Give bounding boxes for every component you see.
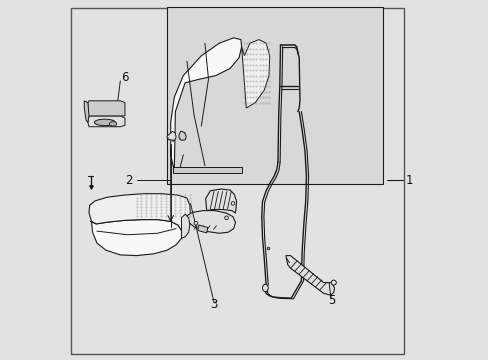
Ellipse shape: [231, 202, 234, 205]
Polygon shape: [172, 167, 242, 173]
Polygon shape: [197, 225, 207, 233]
Text: 2: 2: [124, 174, 132, 186]
Polygon shape: [167, 131, 176, 140]
Polygon shape: [205, 189, 236, 213]
Polygon shape: [88, 116, 125, 127]
Polygon shape: [170, 38, 241, 171]
Polygon shape: [90, 220, 181, 256]
Text: 4: 4: [166, 132, 174, 145]
Polygon shape: [84, 101, 89, 122]
Polygon shape: [88, 101, 125, 116]
Ellipse shape: [262, 284, 268, 292]
Text: 6: 6: [121, 71, 128, 84]
Polygon shape: [186, 211, 235, 233]
Ellipse shape: [194, 221, 197, 225]
Text: 3: 3: [210, 298, 217, 311]
Polygon shape: [89, 194, 190, 231]
Polygon shape: [241, 40, 269, 108]
Ellipse shape: [94, 119, 115, 126]
Ellipse shape: [109, 122, 117, 126]
Ellipse shape: [330, 280, 336, 285]
Text: 1: 1: [405, 174, 412, 186]
FancyBboxPatch shape: [71, 8, 403, 354]
Polygon shape: [285, 256, 334, 295]
FancyBboxPatch shape: [167, 7, 382, 184]
Polygon shape: [181, 214, 189, 238]
Polygon shape: [179, 131, 186, 140]
Text: 5: 5: [327, 294, 335, 307]
Ellipse shape: [224, 216, 228, 220]
